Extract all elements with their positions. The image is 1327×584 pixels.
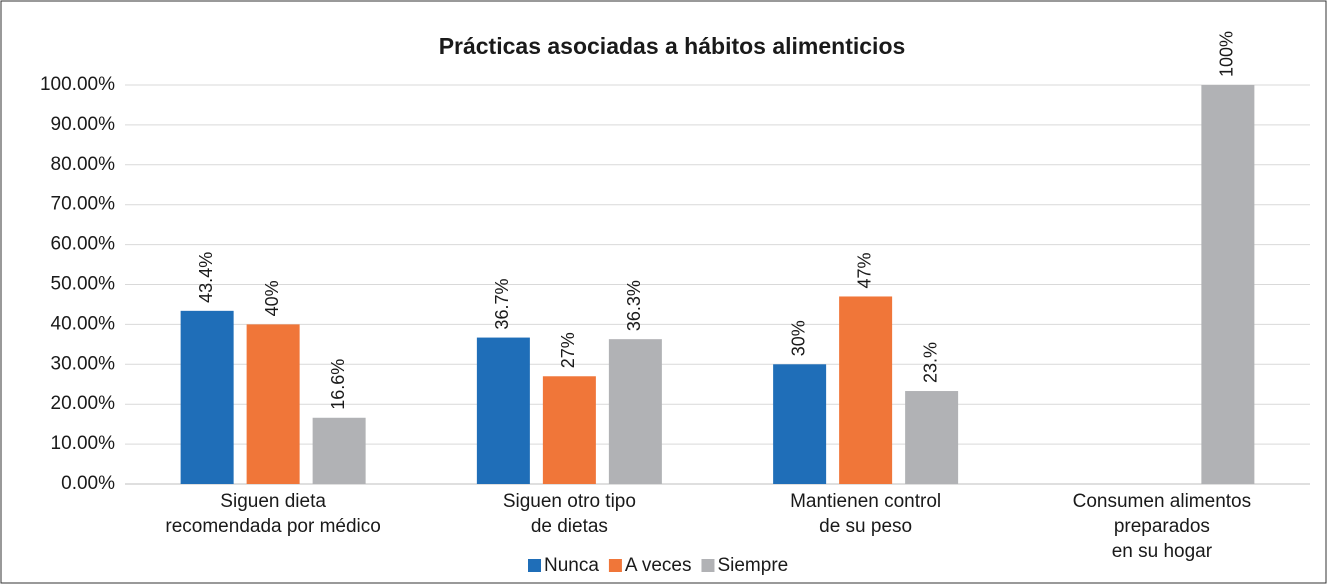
value-label: 100% xyxy=(1217,31,1237,77)
legend-label: A veces xyxy=(625,555,692,576)
value-label: 40% xyxy=(262,280,282,316)
value-label: 23.% xyxy=(920,342,940,383)
y-tick-label: 100.00% xyxy=(40,74,115,95)
x-tick-label: Siguen dieta xyxy=(220,491,326,512)
x-tick-label: Consumen alimentos xyxy=(1073,491,1251,512)
x-tick-label: Siguen otro tipo xyxy=(503,491,636,512)
y-tick-label: 50.00% xyxy=(51,274,116,295)
y-tick-label: 70.00% xyxy=(51,194,116,215)
value-label: 36.7% xyxy=(492,279,512,330)
bar xyxy=(180,310,234,484)
x-tick-label: en su hogar xyxy=(1112,541,1213,562)
x-tick-label: de su peso xyxy=(819,516,912,537)
value-label: 43.4% xyxy=(196,252,216,303)
bar xyxy=(608,339,662,484)
bar xyxy=(839,296,893,484)
value-label: 16.6% xyxy=(328,359,348,410)
bar xyxy=(476,337,530,484)
bar xyxy=(246,324,300,484)
legend-label: Nunca xyxy=(544,555,599,576)
bar xyxy=(905,391,959,484)
y-tick-label: 10.00% xyxy=(51,433,116,454)
legend-label: Siempre xyxy=(717,555,788,576)
y-tick-label: 90.00% xyxy=(51,114,116,135)
legend-swatch xyxy=(701,559,715,572)
y-tick-label: 20.00% xyxy=(51,393,116,414)
value-label: 27% xyxy=(558,332,578,368)
legend-swatch xyxy=(608,559,622,572)
y-tick-label: 30.00% xyxy=(51,353,116,374)
x-tick-label: de dietas xyxy=(531,516,608,537)
bar xyxy=(542,376,596,484)
x-tick-label: Mantienen control xyxy=(790,491,941,512)
x-tick-label: recomendada por médico xyxy=(165,516,380,537)
y-tick-label: 0.00% xyxy=(61,473,115,494)
x-tick-label: preparados xyxy=(1114,516,1210,537)
value-label: 30% xyxy=(788,320,808,356)
legend-swatch xyxy=(528,559,541,572)
bar xyxy=(1201,85,1255,484)
chart-title: Prácticas asociadas a hábitos alimentici… xyxy=(439,33,906,59)
bar xyxy=(312,417,366,484)
value-label: 47% xyxy=(854,252,874,288)
bar xyxy=(773,364,827,484)
y-tick-label: 60.00% xyxy=(51,234,116,255)
y-tick-label: 80.00% xyxy=(51,154,116,175)
value-label: 36.3% xyxy=(624,280,644,331)
y-tick-label: 40.00% xyxy=(51,313,116,334)
